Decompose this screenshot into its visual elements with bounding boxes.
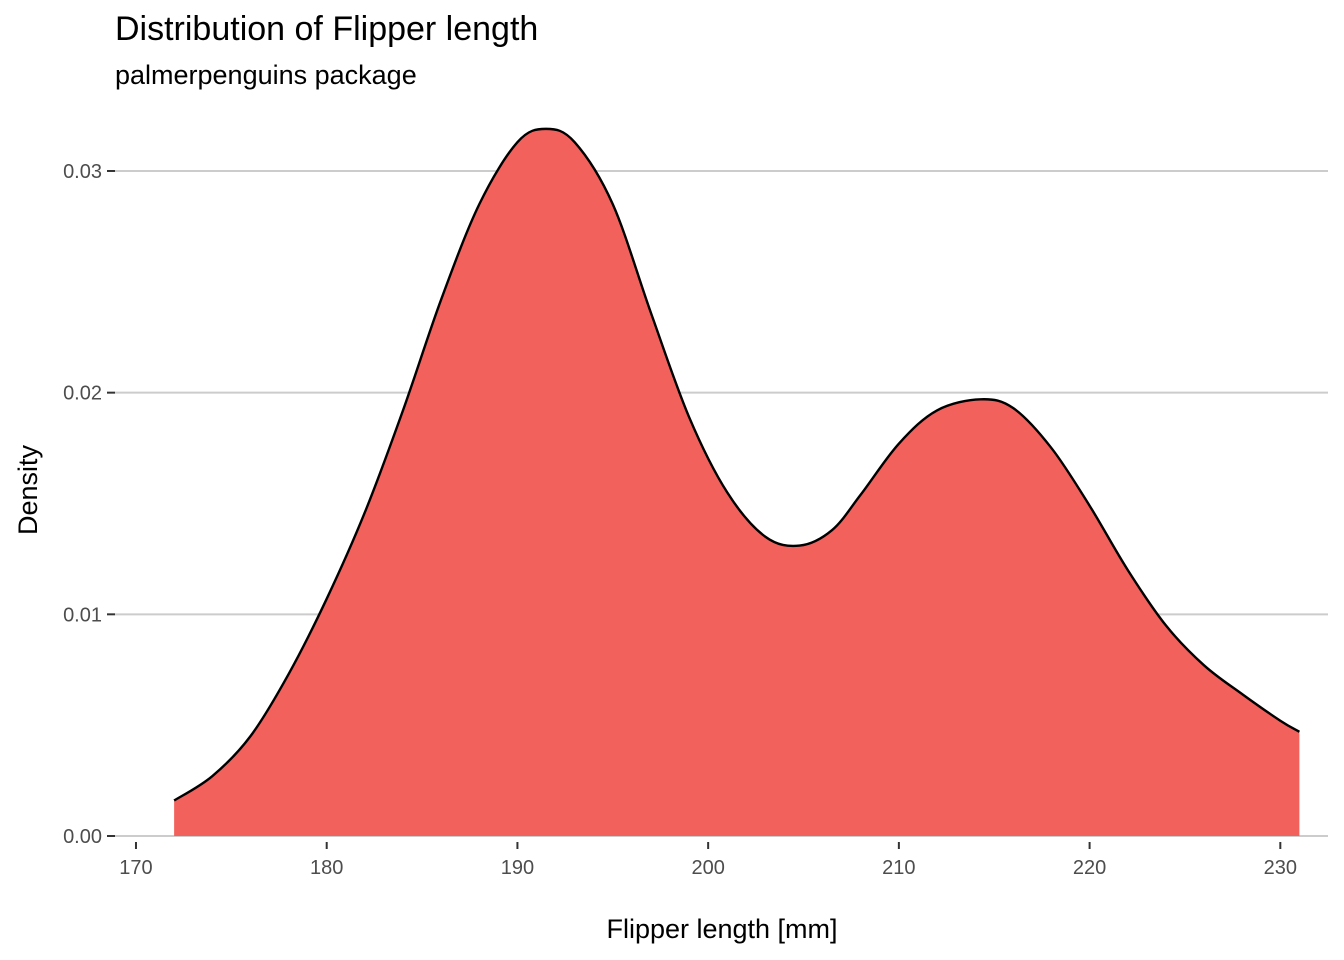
chart-title: Distribution of Flipper length [115, 10, 539, 48]
chart-subtitle: palmerpenguins package [115, 60, 417, 90]
y-axis-title: Density [13, 444, 43, 535]
density-fill [174, 128, 1300, 836]
y-tick-label: 0.02 [63, 383, 102, 405]
x-tick-label: 210 [882, 857, 915, 879]
x-tick-label: 170 [119, 857, 152, 879]
y-tick-label: 0.00 [63, 826, 102, 848]
x-tick-label: 220 [1073, 857, 1106, 879]
axes-layer: 0.00 0.01 0.02 0.03 170 180 190 200 210 220 230 [63, 161, 1297, 879]
y-tick-label: 0.01 [63, 604, 102, 626]
x-tick-label: 200 [691, 857, 724, 879]
x-tick-label: 230 [1264, 857, 1297, 879]
x-tick-label: 190 [501, 857, 534, 879]
density-line [173, 127, 1300, 802]
x-axis-title: Flipper length [mm] [606, 914, 837, 944]
y-tick-label: 0.03 [63, 161, 102, 183]
x-tick-label: 180 [310, 857, 343, 879]
density-area-layer [173, 127, 1300, 836]
